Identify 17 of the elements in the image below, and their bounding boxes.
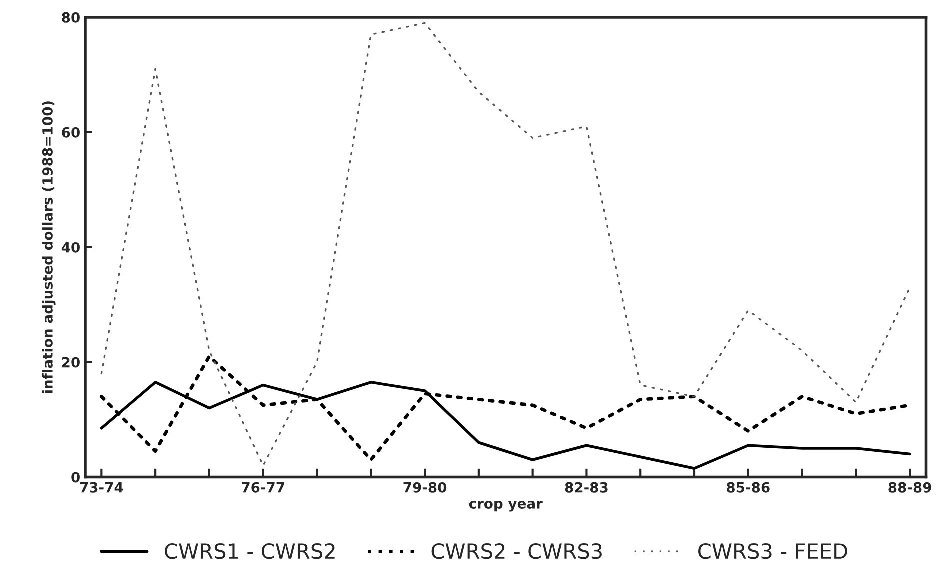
x-tick-label: 79-80: [404, 482, 447, 493]
x-axis-title: crop year: [469, 500, 543, 512]
x-tick-label: 88-89: [888, 482, 932, 493]
y-tick-label: 40: [62, 242, 80, 253]
y-tick-label: 80: [62, 12, 80, 23]
legend-label: CWRS1 - CWRS2: [165, 543, 335, 560]
x-tick-label: 76-77: [242, 482, 284, 493]
legend-label: CWRS3 - FEED: [698, 543, 848, 560]
y-tick-label: 20: [62, 357, 80, 368]
y-axis-title: inflation adjusted dollars (1988=100): [42, 102, 56, 394]
x-tick-label: 85-86: [727, 482, 770, 493]
x-tick-label: 73-74: [80, 482, 124, 493]
x-tick-label: 82-83: [565, 482, 608, 493]
y-tick-label: 60: [62, 127, 80, 138]
legend-label: CWRS2 - CWRS3: [432, 543, 602, 560]
y-tick-label: 0: [72, 472, 80, 483]
line-series: [100, 22, 911, 467]
